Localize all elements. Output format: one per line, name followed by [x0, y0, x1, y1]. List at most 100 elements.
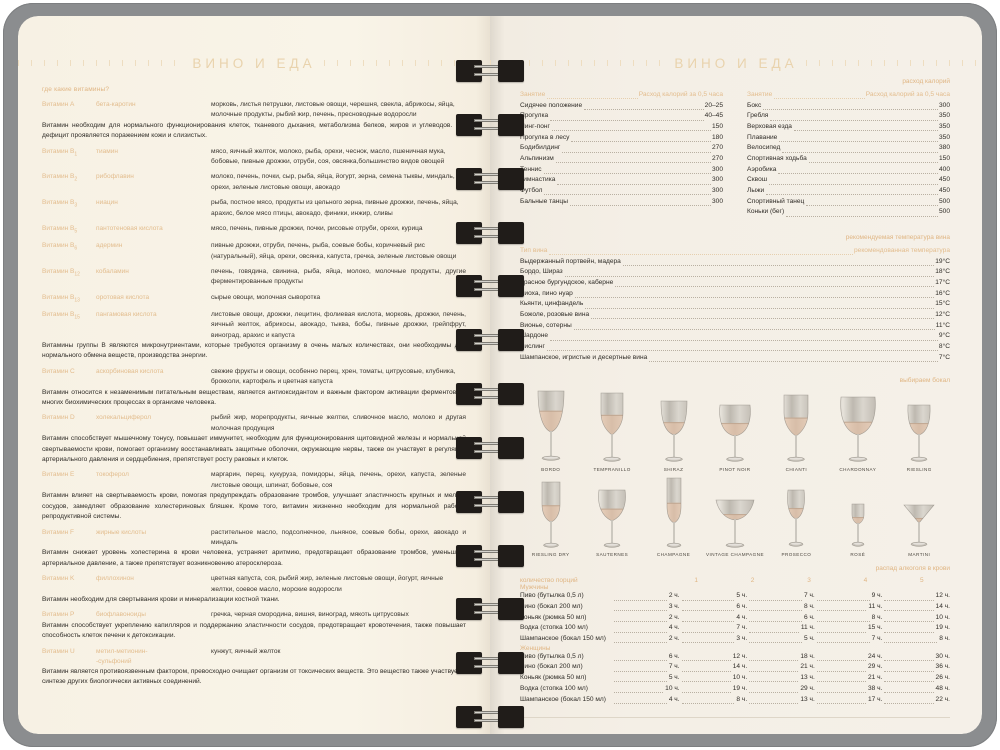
- glass-cell[interactable]: VINTAGE CHAMPAGNE: [704, 494, 765, 557]
- temperature-header: Тип вина рекомендованная температура: [520, 246, 950, 257]
- dot-leader: [749, 692, 799, 693]
- alcohol-row-label: Шампанское (бокал 150 мл): [520, 635, 606, 643]
- glass-cell[interactable]: SAUTERNES: [581, 488, 642, 557]
- glass-cell[interactable]: CHAMPAGNE: [643, 476, 704, 557]
- alcohol-cell: 18 ч.: [747, 652, 815, 663]
- spiral-ring: [456, 544, 524, 567]
- dot-leader: [749, 681, 799, 683]
- vitamin-sources: растительное масло, подсолнечное, льняно…: [211, 528, 466, 546]
- spiral-ring: [456, 652, 524, 675]
- alcohol-cell: 12 ч.: [882, 591, 950, 602]
- dot-leader: [816, 631, 866, 633]
- vitamin-head: Витамин B6 адермин пивные дрожжи, отруби, …: [42, 241, 466, 262]
- ring-block-right: [498, 436, 524, 459]
- temperature-row: Вионье, сотерны 11°C: [520, 321, 950, 332]
- glass-cell[interactable]: CHARDONNAY: [827, 395, 888, 472]
- vitamin-head: Витамин C аскорбиновая кислота свежие фрук…: [42, 367, 466, 388]
- row-value: 16°C: [935, 289, 950, 297]
- dot-leader: [591, 318, 935, 320]
- glass-label: TEMPRANILLO: [593, 467, 631, 473]
- temperature-col-value: рекомендованная температура: [854, 247, 950, 255]
- glass-label: CHAMPAGNE: [656, 552, 691, 558]
- glass-cell[interactable]: PROSECCO: [766, 488, 827, 557]
- vitamin-sources: молоко, печень, почки, сыр, рыба, яйца, …: [211, 173, 455, 191]
- dot-leader: [806, 204, 938, 206]
- alcohol-value: 48 ч.: [935, 684, 950, 692]
- alcohol-cell: 13 ч.: [747, 673, 815, 684]
- glass-cell[interactable]: ROSÉ: [827, 500, 888, 557]
- vitamin-block: Витамин B5 пантотеновая кислота мясо, пече…: [42, 224, 466, 236]
- alcohol-value: 13 ч.: [800, 674, 815, 682]
- glass-cell[interactable]: RIESLING DRY: [520, 480, 581, 557]
- alcohol-row: Коньяк (рюмка 50 мл) 5 ч. 10 ч. 13 ч. 21 ч. 2…: [520, 673, 950, 684]
- glass-cell[interactable]: RIESLING: [889, 403, 950, 472]
- alcohol-value: 6 ч.: [668, 652, 680, 660]
- wine-glass-icon: [787, 490, 806, 548]
- vitamin-block: Витамин B3 ниацин рыба, постное мясо, прод…: [42, 198, 466, 219]
- vitamin-alt-name: оротовая кислота: [96, 293, 150, 301]
- vitamin-sources: кунжут, яичный желток: [211, 647, 281, 655]
- dot-leader: [614, 631, 667, 633]
- alcohol-value: 6 ч.: [736, 603, 748, 611]
- alcohol-cell: 3 ч.: [680, 634, 747, 645]
- glass-cell[interactable]: BORDO: [520, 389, 581, 472]
- dot-leader: [544, 194, 711, 196]
- ring-block-left: [456, 221, 482, 244]
- alcohol-cell: 14 ч.: [680, 662, 747, 673]
- alcohol-row-label: Коньяк (рюмка 50 мл): [520, 674, 587, 682]
- alcohol-value: 8 ч.: [804, 603, 815, 611]
- glass-cell[interactable]: PINOT NOIR: [704, 403, 765, 472]
- alcohol-cell: 15 ч.: [815, 623, 882, 634]
- row-value: 150: [711, 123, 723, 131]
- vitamin-description: Витамин необходим для свертывания крови …: [42, 595, 280, 603]
- vitamin-sources: рыба, постное мясо, продукты из цельного…: [211, 199, 459, 217]
- row-label: Футбол: [520, 187, 543, 195]
- glass-cell[interactable]: SHIRAZ: [643, 399, 704, 472]
- dot-leader: [681, 642, 735, 644]
- calories-row: Велосипед 380: [747, 143, 950, 154]
- vitamin-sources: пивные дрожжи, отруби, печень, рыба, сое…: [211, 242, 457, 260]
- alcohol-value: 8 ч.: [736, 695, 748, 703]
- glass-label: PINOT NOIR: [719, 467, 751, 473]
- alcohol-column-header: 2: [750, 577, 755, 585]
- vitamin-alt-name: холекальциферол: [96, 414, 152, 422]
- alcohol-row: Пиво (бутылка 0,5 л) 2 ч. 5 ч. 7 ч. 9 ч. 12 ч…: [520, 591, 950, 602]
- vitamin-block: Витамин K филлохинон цветная капуста, соя,…: [42, 574, 466, 605]
- dot-leader: [816, 659, 866, 661]
- vitamin-name: Витамин B5: [42, 225, 78, 235]
- vitamins-section: где какие витамины? Витамин A бета-кароти…: [42, 86, 466, 693]
- row-value: 350: [938, 112, 950, 120]
- vitamin-name: Витамин B13: [42, 293, 80, 304]
- glass-cell[interactable]: TEMPRANILLO: [581, 391, 642, 472]
- vitamin-block: Витамин B13 оротовая кислота сырые овощи, …: [42, 293, 466, 305]
- row-label: Бокс: [747, 101, 762, 109]
- glass-label: CHIANTI: [785, 467, 808, 473]
- dot-leader: [786, 215, 938, 217]
- vitamin-head: Витамин E токоферол маргарин, перец, кукур…: [42, 470, 466, 491]
- alcohol-cell: 6 ч.: [680, 602, 748, 613]
- dot-leader: [546, 350, 938, 352]
- glass-label: PROSECCO: [781, 552, 812, 558]
- vitamin-alt-name: аскорбиновая кислота: [96, 367, 164, 375]
- temperature-row: Божоле, розовые вина 12°C: [520, 310, 950, 321]
- spiral-ring: [456, 275, 524, 298]
- wine-glass-icon: [840, 397, 876, 463]
- glass-cell[interactable]: CHIANTI: [766, 393, 827, 472]
- vitamin-name: Витамин B12: [42, 267, 80, 278]
- vitamins-kicker: где какие витамины?: [42, 86, 110, 93]
- calories-rows-right: Бокс 300 Гребля 350 Верховая езда 350 Плавание…: [747, 101, 950, 218]
- glass-cell[interactable]: MARTINI: [889, 500, 950, 557]
- spiral-ring: [456, 490, 524, 513]
- alcohol-value: 7 ч.: [668, 663, 680, 671]
- row-label: Спортивная ходьба: [747, 155, 807, 163]
- alcohol-cell: 5 ч.: [747, 634, 815, 645]
- dot-leader: [884, 702, 934, 704]
- temperature-rows: Выдержанный портвейн, мадера 19°C Бордо, Ш…: [520, 257, 950, 364]
- alcohol-value: 5 ч.: [668, 674, 680, 682]
- row-label: Вионье, сотерны: [520, 321, 572, 329]
- tick-decoration-right: [323, 56, 491, 70]
- ring-block-right: [498, 329, 524, 352]
- temperature-row: Шардоне 9°C: [520, 331, 950, 342]
- ring-block-right: [498, 706, 524, 728]
- calories-row: Бальные танцы 300: [520, 197, 723, 208]
